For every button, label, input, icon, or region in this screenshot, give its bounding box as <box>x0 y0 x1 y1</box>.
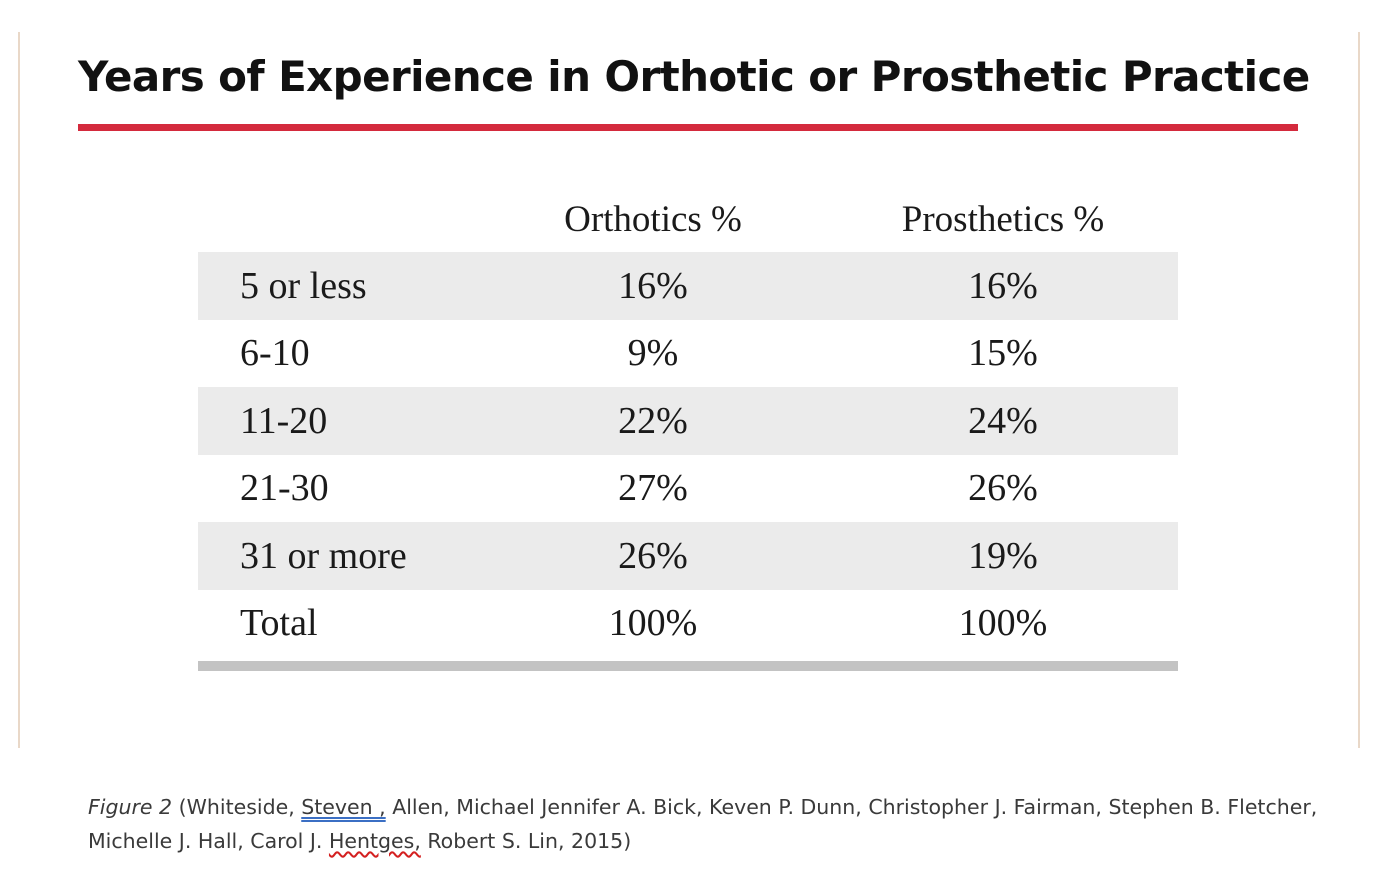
prosthetics-value: 16% <box>968 264 1038 307</box>
figure-label: Figure 2 <box>88 795 173 819</box>
orthotics-value: 16% <box>618 264 688 307</box>
prosthetics-value: 100% <box>958 602 1048 645</box>
figure-title: Years of Experience in Orthotic or Prost… <box>78 52 1310 101</box>
orthotics-value: 27% <box>618 467 688 510</box>
title-underline-rule <box>78 124 1298 131</box>
row-label: 21-30 <box>240 467 329 510</box>
table-row-total: Total 100% 100% <box>198 590 1178 658</box>
caption-line-2: Michelle J. Hall, Carol J. Hentges, Robe… <box>88 824 1368 858</box>
table-row: 5 or less 16% 16% <box>198 252 1178 320</box>
caption-underlined-name: Steven , <box>301 795 386 819</box>
orthotics-value: 22% <box>618 399 688 442</box>
caption-line-1: Figure 2 (Whiteside, Steven , Allen, Mic… <box>88 790 1368 824</box>
table-bottom-rule <box>198 661 1178 671</box>
row-label: 31 or more <box>240 534 407 577</box>
orthotics-value: 9% <box>627 332 679 375</box>
caption-text: Michelle J. Hall, Carol J. <box>88 829 329 853</box>
row-label: Total <box>240 602 318 645</box>
prosthetics-value: 24% <box>968 399 1038 442</box>
prosthetics-value: 19% <box>968 534 1038 577</box>
caption-text: Robert S. Lin, 2015) <box>420 829 632 853</box>
row-label: 6-10 <box>240 332 310 375</box>
table-row: 31 or more 26% 19% <box>198 522 1178 590</box>
figure-caption: Figure 2 (Whiteside, Steven , Allen, Mic… <box>88 790 1368 858</box>
row-label: 5 or less <box>240 264 367 307</box>
table-row: 11-20 22% 24% <box>198 387 1178 455</box>
table-row: 21-30 27% 26% <box>198 455 1178 523</box>
table-row: 6-10 9% 15% <box>198 320 1178 388</box>
header-prosthetics: Prosthetics % <box>901 198 1105 240</box>
row-label: 11-20 <box>240 399 328 442</box>
caption-text: (Whiteside, <box>172 795 302 819</box>
orthotics-value: 100% <box>608 602 698 645</box>
table-header-row: Orthotics % Prosthetics % <box>198 186 1178 252</box>
experience-table: Orthotics % Prosthetics % 5 or less 16% … <box>198 186 1178 671</box>
caption-text: Allen, Michael Jennifer A. Bick, Keven P… <box>385 795 1318 819</box>
prosthetics-value: 15% <box>968 332 1038 375</box>
slide-frame <box>18 32 1360 748</box>
prosthetics-value: 26% <box>968 467 1038 510</box>
header-orthotics: Orthotics % <box>564 198 742 240</box>
orthotics-value: 26% <box>618 534 688 577</box>
caption-misspelled-name: Hentges, <box>328 829 421 853</box>
